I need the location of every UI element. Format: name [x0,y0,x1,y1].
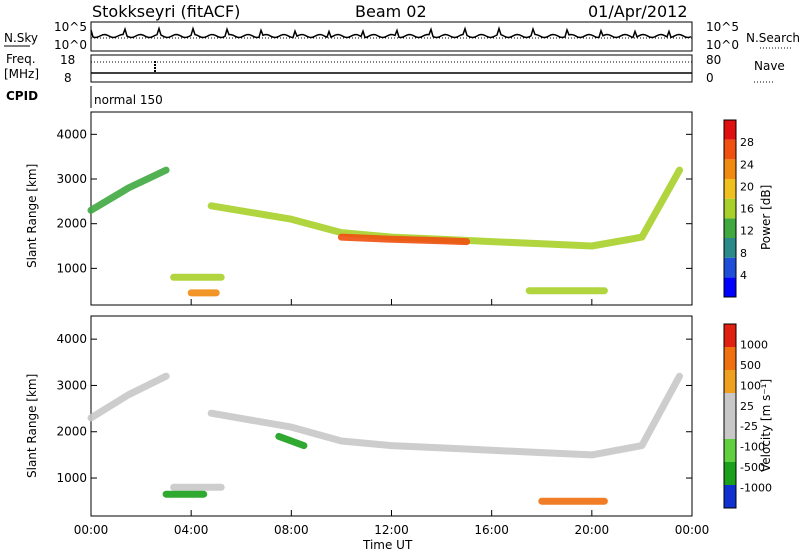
power-colorbar: 4 8 12 16 20 24 28 Power [dB] [723,119,773,298]
power-colorbar-segment-0 [724,277,736,297]
power-ytick-label-0: 1000 [56,261,87,275]
freq-ytick-bottom: 8 [64,71,72,85]
x-tick-label-4: 16:00 [474,523,509,537]
power-colorbar-tick-0: 4 [740,269,747,282]
cpid-label: CPID [6,89,38,103]
cpid-value: normal 150 [94,93,163,107]
velocity-colorbar-tick-3: 25 [740,400,754,413]
freq-ytick-top: 18 [60,53,75,67]
nsearch-ytick-top: 10^5 [706,20,739,34]
x-tick-label-2: 08:00 [274,523,309,537]
power-ytick-label-1: 2000 [56,217,87,231]
power-axes: 1000 2000 3000 4000 [56,127,693,305]
velocity-colorbar-frame [723,323,737,509]
velocity-frame [90,315,693,517]
velocity-colorbar-tick-7: -1000 [740,482,772,495]
velocity-ytick-label-3: 4000 [56,332,87,346]
velocity-colorbar-segment-7 [724,324,736,347]
velocity-colorbar-tick-2: 100 [740,379,761,392]
power-colorbar-segment-6 [724,159,736,179]
velocity-colorbar-segment-3 [724,416,736,439]
velocity-marks [87,372,683,505]
velocity-colorbar-segment-0 [724,485,736,508]
nsky-label: N.Sky [4,31,38,45]
station-title: Stokkseyri (fitACF) [92,2,240,21]
power-colorbar-tick-5: 24 [740,158,754,171]
velocity-colorbar-label: Velocity [m s⁻¹] [759,379,773,472]
velocity-colorbar-segment-1 [724,462,736,485]
power-marks [87,166,683,297]
velocity-ylabel: Slant Range [km] [25,374,39,478]
velocity-colorbar-segment-2 [724,439,736,462]
velocity-colorbar-tick-4: -25 [740,420,758,433]
velocity-colorbar: 1000 500 100 25 -25 -100 -500 -1000 Velocity [m… [723,323,773,509]
freq-label: Freq. [6,52,36,66]
power-colorbar-tick-2: 12 [740,225,754,238]
power-colorbar-tick-3: 16 [740,203,754,216]
nsky-ytick-bottom: 10^0 [54,38,87,52]
velocity-ytick-label-1: 2000 [56,425,87,439]
power-colorbar-frame [723,119,737,298]
x-tick-label-3: 12:00 [374,523,409,537]
velocity-colorbar-segment-5 [724,370,736,393]
x-tick-label-0: 00:00 [74,523,109,537]
nsky-panel: N.Sky 10^5 10^0 N.Search 10^5 10^0 [4,20,800,52]
power-colorbar-tick-6: 28 [740,136,754,149]
freq-panel: Freq. [MHz] 18 8 Nave 80 0 [4,52,785,85]
power-colorbar-segment-3 [724,218,736,238]
power-colorbar-segment-2 [724,238,736,258]
velocity-colorbar-tick-1: 500 [740,359,761,372]
freq-frame [90,54,693,83]
velocity-colorbar-segment-6 [724,347,736,370]
velocity-ytick-label-0: 1000 [56,471,87,485]
nsky-trace [90,25,692,39]
x-tick-label-5: 20:00 [575,523,610,537]
nave-ytick-top: 80 [706,53,721,67]
power-ytick-label-2: 3000 [56,172,87,186]
power-ytick-label-3: 4000 [56,127,87,141]
x-tick-labels: 00:00 04:00 08:00 12:00 16:00 20:00 00:00 [74,523,710,537]
power-band-2 [337,233,471,246]
power-colorbar-segment-4 [724,198,736,219]
velocity-band-5 [275,432,308,450]
nsky-ytick-top: 10^5 [54,20,87,34]
velocity-colorbar-tick-5: -100 [740,441,765,454]
cpid-panel: CPID normal 150 [6,86,163,108]
power-colorbar-segment-7 [724,139,736,160]
beam-title: Beam 02 [355,2,427,21]
velocity-colorbar-segment-4 [724,393,736,416]
nave-label: Nave [754,59,785,73]
x-tick-label-1: 04:00 [174,523,209,537]
x-axis-label: Time UT [362,538,413,552]
power-colorbar-segment-5 [724,179,736,199]
power-band-0 [87,166,170,214]
velocity-band-1 [207,372,683,459]
velocity-band-0 [87,372,170,422]
power-colorbar-tick-1: 8 [740,247,747,260]
nsearch-label: N.Search [746,31,800,45]
power-colorbar-label: Power [dB] [759,185,773,250]
date-title: 01/Apr/2012 [588,2,688,21]
power-colorbar-segment-1 [724,257,736,278]
velocity-colorbar-tick-0: 1000 [740,338,768,351]
power-colorbar-tick-4: 20 [740,180,754,193]
nsearch-ytick-bottom: 10^0 [706,38,739,52]
velocity-panel: 1000 2000 3000 4000 Slant Range [km] [25,315,693,517]
velocity-ytick-label-2: 3000 [56,378,87,392]
freq-unit: [MHz] [4,67,39,81]
x-tick-label-6: 00:00 [675,523,710,537]
velocity-axes: 1000 2000 3000 4000 [56,332,693,516]
power-ylabel: Slant Range [km] [25,164,39,268]
velocity-colorbar-tick-6: -500 [740,461,765,474]
nsky-frame [90,21,693,52]
nave-ytick-bottom: 0 [706,71,714,85]
power-panel: 1000 2000 3000 4000 Slant Range [km] [25,111,693,306]
power-colorbar-segment-8 [724,120,736,140]
power-frame [90,111,693,306]
